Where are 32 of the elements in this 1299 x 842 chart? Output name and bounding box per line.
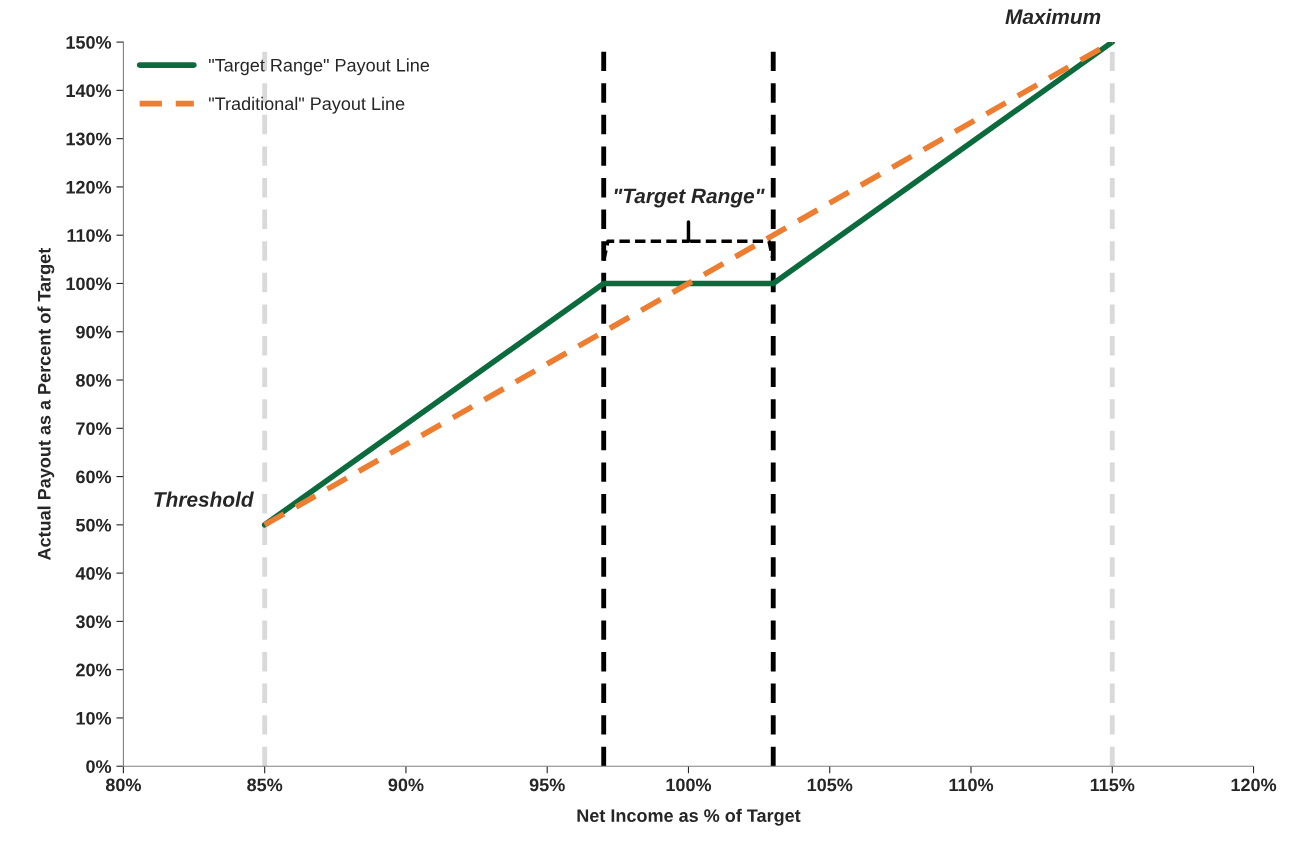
- x-tick-label: 115%: [1090, 778, 1135, 792]
- annotation: "Target Range": [614, 188, 765, 208]
- y-tick-label: 90%: [76, 325, 112, 339]
- x-tick-label: 110%: [949, 778, 994, 792]
- y-tick-label: 30%: [75, 615, 112, 629]
- y-tick-label: 80%: [76, 373, 112, 387]
- x-tick-label: 100%: [666, 778, 712, 792]
- y-tick-label: 10%: [76, 711, 112, 725]
- x-tick-label: 95%: [529, 778, 565, 792]
- y-tick-label: 110%: [67, 229, 112, 242]
- legend-label: "Traditional" Payout Line: [209, 96, 405, 114]
- y-tick-label: 40%: [75, 567, 112, 580]
- y-tick-label: 0%: [86, 760, 112, 773]
- y-tick-label: 20%: [76, 663, 112, 677]
- annotation: Maximum: [1005, 8, 1101, 25]
- annotation: Threshold: [154, 491, 254, 507]
- y-tick-label: 120%: [66, 180, 112, 194]
- y-tick-label: 50%: [76, 518, 112, 532]
- y-tick-label: 130%: [66, 132, 112, 146]
- y-tick-label: 70%: [76, 422, 112, 436]
- x-tick-label: 105%: [807, 778, 853, 792]
- x-tick-label: 80%: [105, 778, 141, 792]
- y-tick-label: 60%: [76, 470, 112, 484]
- x-tick-label: 85%: [247, 778, 283, 792]
- x-axis-title: Net Income as % of Target: [577, 808, 801, 826]
- legend-label: "Target Range" Payout Line: [209, 58, 430, 76]
- y-axis-title: Actual Payout as a Percent of Target: [37, 248, 55, 561]
- y-tick-label: 100%: [66, 277, 112, 291]
- x-tick-label: 120%: [1231, 778, 1277, 792]
- y-tick-label: 140%: [66, 84, 112, 98]
- x-tick-label: 90%: [388, 778, 424, 792]
- y-tick-label: 150%: [66, 36, 112, 49]
